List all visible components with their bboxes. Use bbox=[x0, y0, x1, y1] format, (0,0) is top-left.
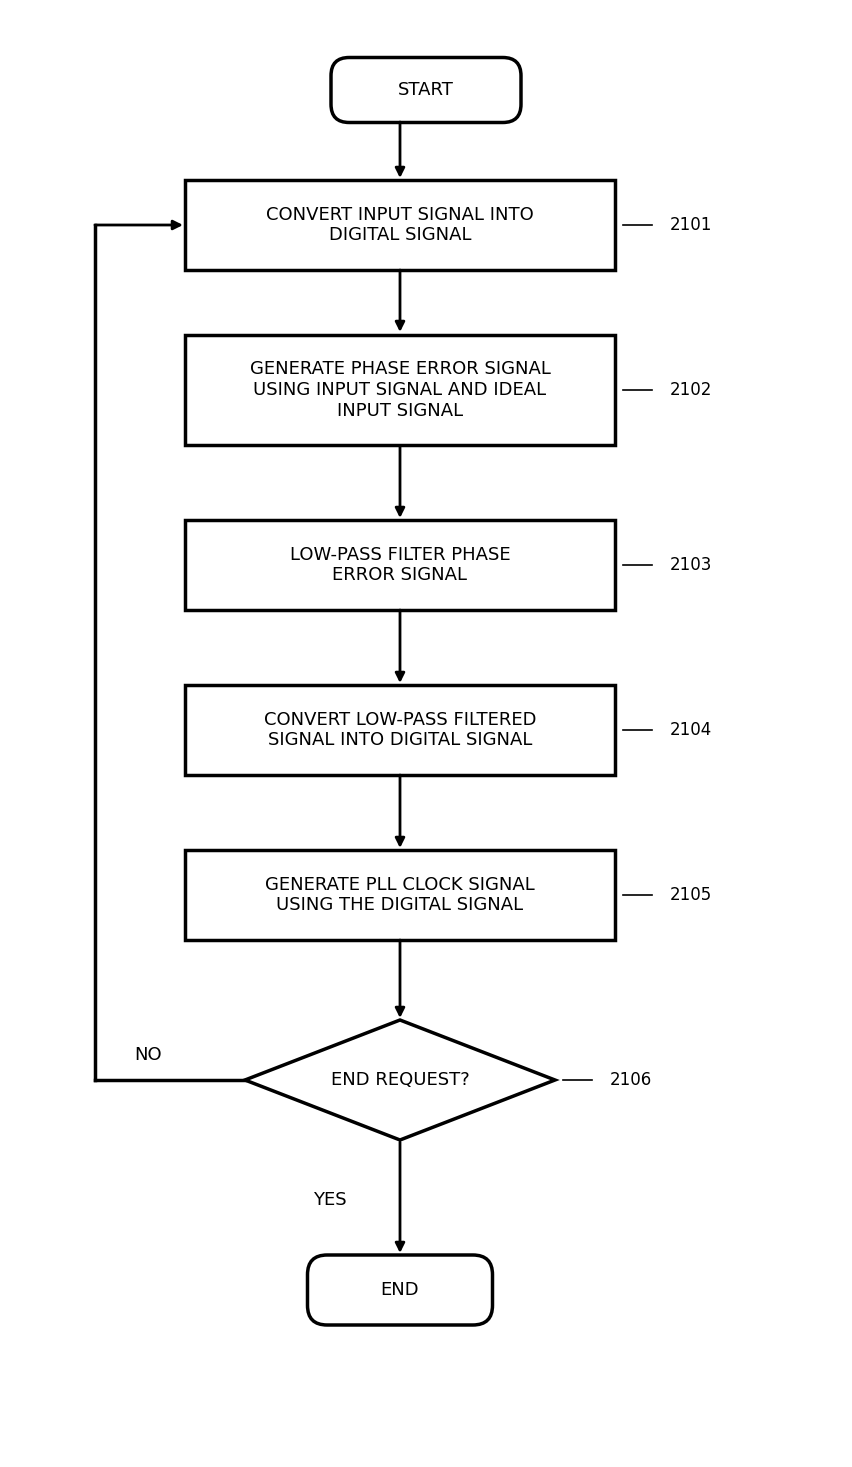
Text: GENERATE PHASE ERROR SIGNAL
USING INPUT SIGNAL AND IDEAL
INPUT SIGNAL: GENERATE PHASE ERROR SIGNAL USING INPUT … bbox=[250, 361, 550, 420]
Bar bbox=[185, 519, 615, 610]
Text: GENERATE PLL CLOCK SIGNAL
USING THE DIGITAL SIGNAL: GENERATE PLL CLOCK SIGNAL USING THE DIGI… bbox=[265, 876, 535, 914]
Bar bbox=[185, 849, 615, 940]
Text: CONVERT LOW-PASS FILTERED
SIGNAL INTO DIGITAL SIGNAL: CONVERT LOW-PASS FILTERED SIGNAL INTO DI… bbox=[264, 710, 536, 750]
Text: END REQUEST?: END REQUEST? bbox=[331, 1071, 469, 1089]
Text: 2101: 2101 bbox=[670, 216, 712, 235]
Bar bbox=[185, 685, 615, 775]
Text: 2102: 2102 bbox=[670, 381, 712, 399]
Text: CONVERT INPUT SIGNAL INTO
DIGITAL SIGNAL: CONVERT INPUT SIGNAL INTO DIGITAL SIGNAL bbox=[266, 205, 534, 245]
Bar bbox=[185, 180, 615, 270]
Text: 2103: 2103 bbox=[670, 556, 712, 574]
Text: END: END bbox=[381, 1281, 419, 1298]
Bar bbox=[185, 334, 615, 445]
Text: 2104: 2104 bbox=[670, 720, 712, 739]
Text: 2106: 2106 bbox=[610, 1071, 653, 1089]
Text: YES: YES bbox=[314, 1191, 347, 1209]
Text: 2105: 2105 bbox=[670, 886, 712, 904]
Text: START: START bbox=[398, 81, 454, 98]
Text: LOW-PASS FILTER PHASE
ERROR SIGNAL: LOW-PASS FILTER PHASE ERROR SIGNAL bbox=[290, 546, 510, 584]
Text: NO: NO bbox=[134, 1046, 162, 1064]
Polygon shape bbox=[245, 1020, 555, 1140]
FancyBboxPatch shape bbox=[308, 1254, 492, 1325]
FancyBboxPatch shape bbox=[331, 57, 521, 123]
